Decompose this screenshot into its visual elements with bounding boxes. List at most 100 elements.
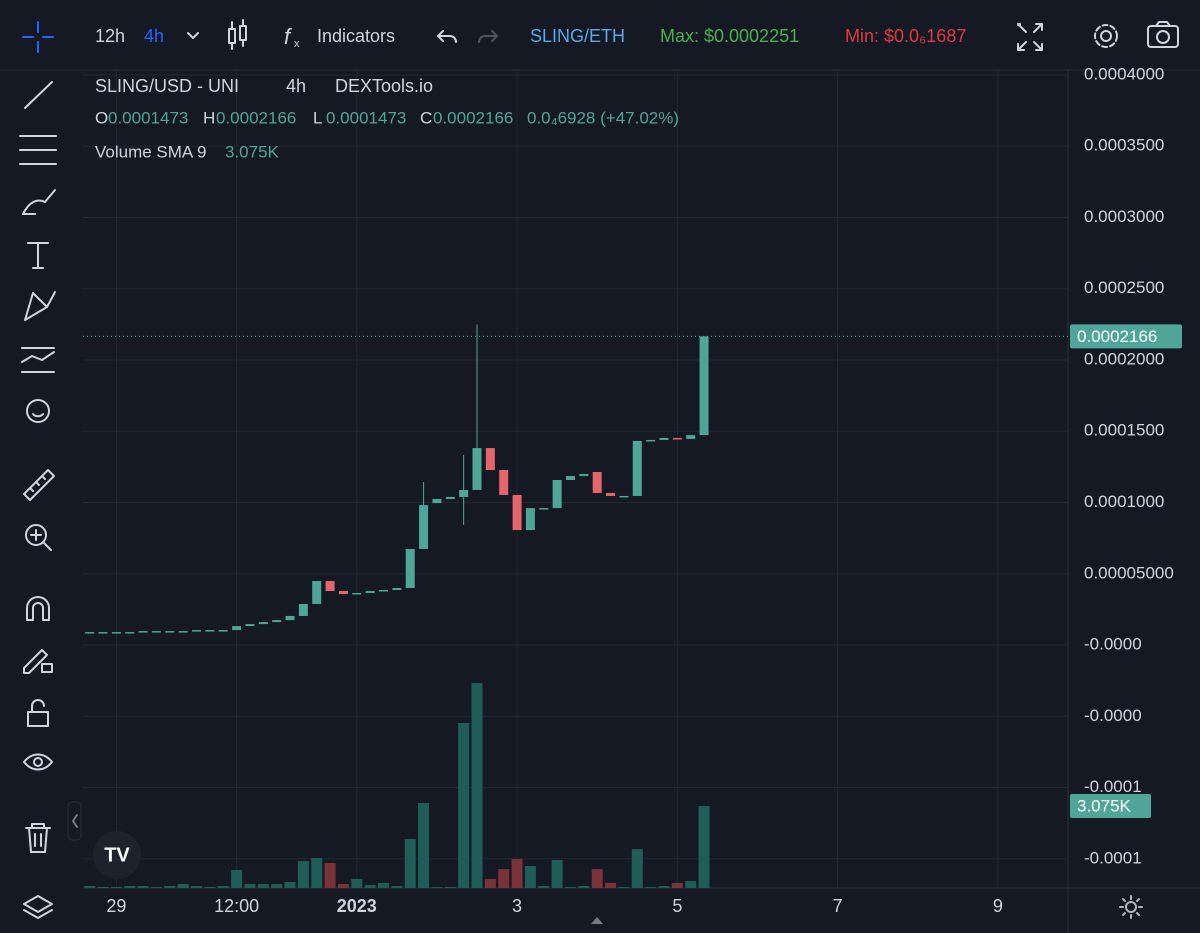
volume-bar (431, 886, 443, 888)
candle-body (525, 508, 535, 531)
x-tick-label: 2023 (337, 896, 377, 916)
volume-bar (471, 683, 483, 888)
candle-body (579, 474, 589, 477)
icon-tool[interactable] (26, 399, 50, 423)
tradingview-logo[interactable]: TV (104, 844, 130, 866)
brush-tool[interactable] (22, 189, 56, 215)
collapse-toggle[interactable] (72, 814, 78, 828)
volume-bar (97, 886, 109, 888)
unlock-tool[interactable] (27, 699, 49, 727)
ohlc-value: 0.0001473 (326, 108, 406, 127)
fib-tool[interactable] (19, 135, 57, 165)
candle-body (325, 581, 335, 592)
volume-bar (645, 886, 657, 888)
x-tick-label: 7 (833, 896, 843, 916)
redo-icon[interactable] (478, 30, 498, 43)
candle-body (298, 603, 308, 616)
volume-bar (311, 858, 323, 888)
zoom-tool[interactable] (25, 524, 47, 546)
candle-body (646, 439, 656, 442)
y-tick-label: -0.0001 (1084, 777, 1142, 796)
magnet-tool[interactable] (26, 596, 50, 621)
candle-body (192, 630, 202, 632)
pair-link[interactable]: SLING/ETH (530, 26, 625, 46)
candle-body (445, 496, 455, 499)
volume-bar (564, 886, 576, 888)
volume-bar (191, 886, 203, 888)
fx-icon[interactable]: f (284, 24, 293, 49)
collapse-toggle[interactable] (67, 801, 82, 841)
candle-body (405, 548, 415, 589)
hide-tool[interactable] (23, 753, 53, 771)
volume-bar (177, 884, 189, 888)
candle-body (218, 630, 228, 632)
fx-icon[interactable]: x (294, 38, 300, 50)
pattern-tool[interactable] (24, 291, 56, 321)
candle-body (419, 505, 429, 549)
volume-label: 3.075K (1077, 797, 1132, 816)
trash-tool[interactable] (25, 823, 51, 853)
volume-legend: Volume SMA 9 (95, 142, 207, 161)
prediction-tool[interactable] (21, 347, 55, 373)
y-tick-label: 0.00005000 (1084, 563, 1174, 582)
candle-body (85, 632, 95, 634)
candle-body (552, 479, 562, 509)
candle-body (659, 437, 669, 440)
crosshair-icon[interactable] (22, 21, 54, 53)
volume-bar (110, 886, 122, 888)
settings-icon[interactable] (1094, 24, 1118, 48)
volume-bar (658, 886, 670, 888)
tradingview-logo[interactable] (93, 831, 141, 879)
interval[interactable]: 4h (144, 26, 164, 46)
volume-bar (271, 884, 283, 888)
volume-bar (418, 802, 430, 888)
x-tick-label: 29 (106, 896, 126, 916)
drawing-tools (19, 81, 57, 919)
candle-body (165, 631, 175, 633)
axis-settings-icon[interactable] (1119, 895, 1143, 919)
undo-icon[interactable] (437, 30, 457, 43)
candle-body (632, 440, 642, 496)
candle-body (272, 620, 282, 623)
x-tick-label: 5 (672, 896, 682, 916)
screenshot-icon[interactable] (1147, 21, 1179, 48)
ohlc-value: 0.0002166 (433, 108, 513, 127)
candle-body (312, 581, 322, 604)
measure-tool[interactable] (23, 469, 55, 501)
candle-body (365, 591, 375, 594)
candle-body (485, 448, 495, 471)
lock-drawings[interactable] (23, 649, 53, 674)
candle-body (285, 615, 295, 621)
volume-bar (404, 838, 416, 888)
ohlc-key: O (95, 108, 108, 127)
candle-body (565, 476, 575, 480)
volume-bar (284, 882, 296, 888)
candle-body (512, 494, 522, 531)
ohlc-key: L (313, 108, 322, 127)
candle-body (98, 632, 108, 634)
interval[interactable]: 12h (95, 26, 125, 46)
y-tick-label: -0.0000 (1084, 635, 1142, 654)
zoom-tool[interactable] (30, 529, 52, 551)
indicators-button[interactable]: Indicators (317, 26, 395, 46)
y-tick-label: 0.0001500 (1084, 421, 1164, 440)
trend-line-tool[interactable] (24, 81, 53, 109)
icon-tool[interactable] (32, 413, 44, 418)
object-tree[interactable] (23, 895, 53, 919)
dropdown-icon[interactable] (187, 32, 199, 39)
fullscreen-icon[interactable] (1017, 23, 1043, 51)
volume-bar (631, 849, 643, 888)
data-source: DEXTools.io (335, 76, 433, 96)
volume-bar (231, 870, 243, 888)
text-tool[interactable] (27, 242, 49, 269)
volume-legend-value: 3.075K (225, 142, 280, 161)
volume-bar (124, 886, 136, 888)
x-tick-label: 12:00 (214, 896, 259, 916)
candle-body (699, 336, 709, 436)
scroll-button[interactable] (591, 917, 603, 924)
candles-icon[interactable] (228, 19, 247, 50)
ohlc-value: 0.0001473 (108, 108, 188, 127)
candle-body (258, 622, 268, 625)
candle-body (138, 631, 148, 633)
